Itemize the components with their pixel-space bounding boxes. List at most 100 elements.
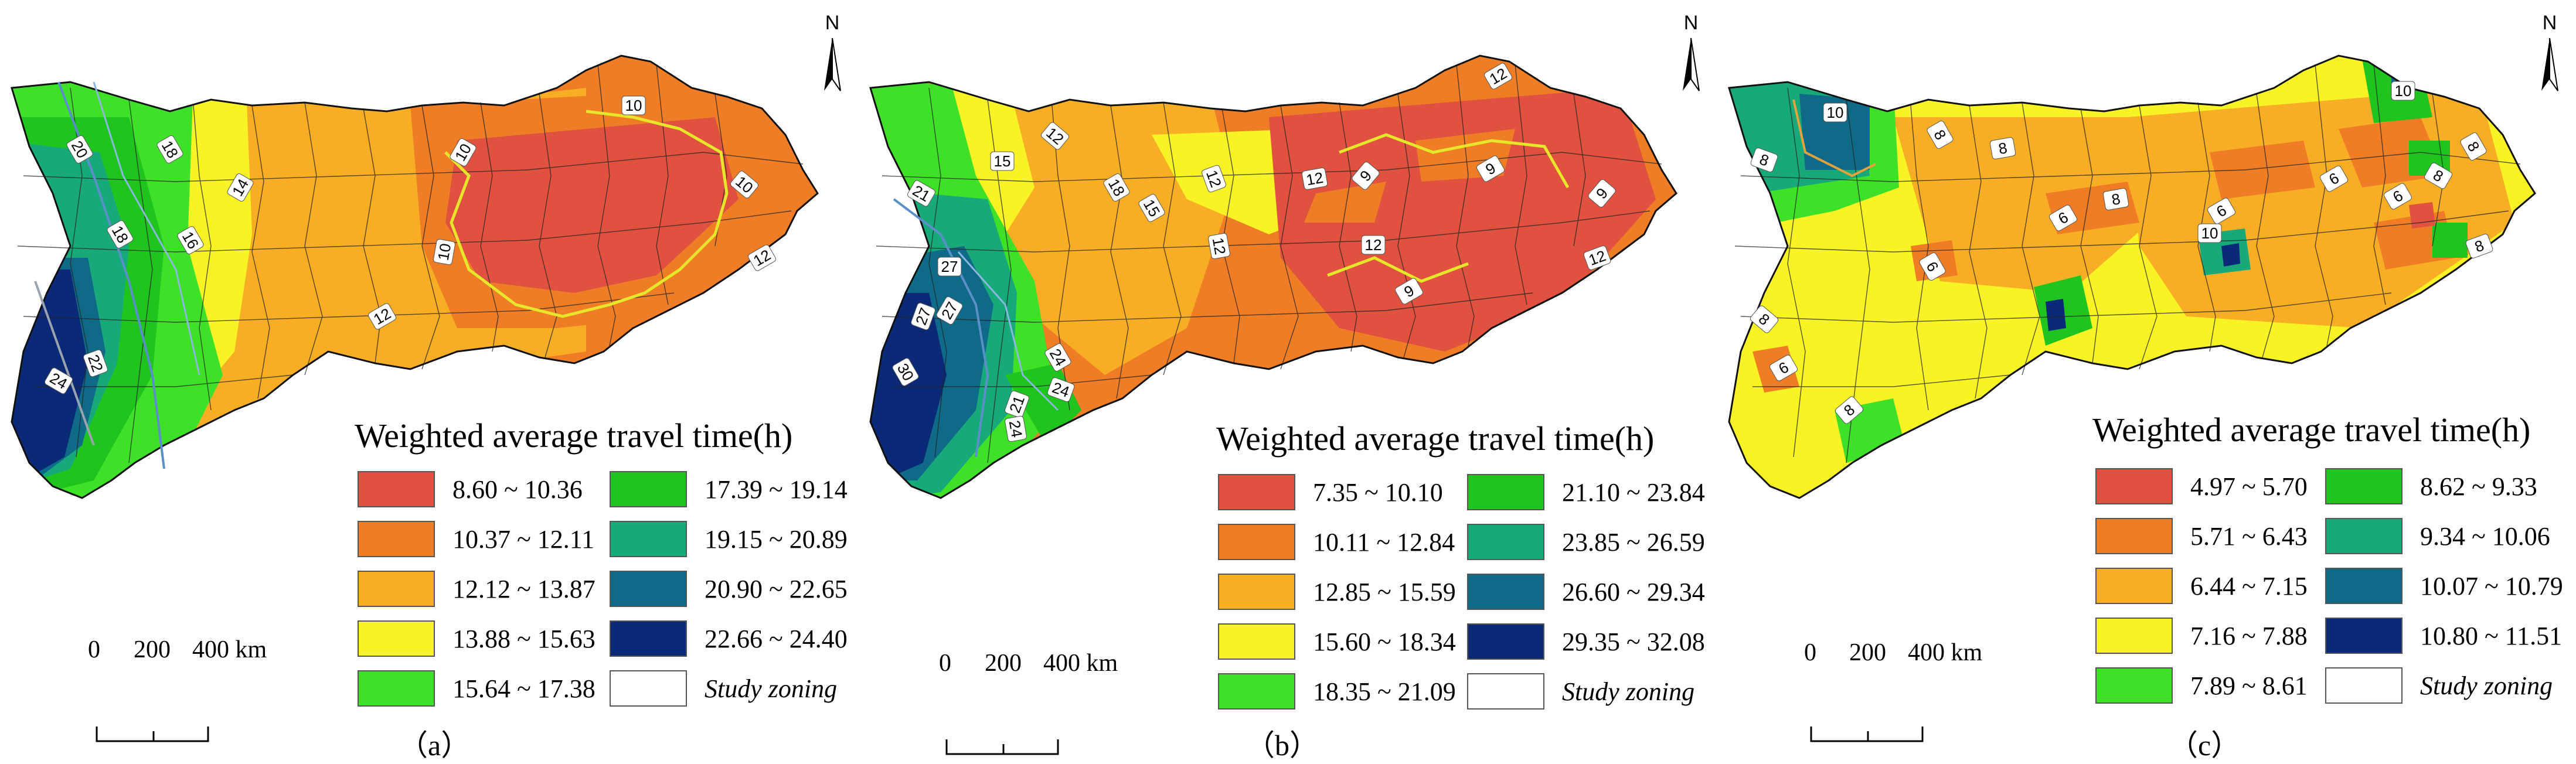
legend-swatch: [1467, 623, 1544, 660]
legend-item: 10.11 ~ 12.84: [1218, 521, 1455, 562]
contour-label: 15: [994, 152, 1011, 170]
legend-swatch: [358, 670, 435, 707]
legend-item: 9.34 ~ 10.06: [2325, 516, 2550, 557]
scale-label-mid: 200: [985, 650, 1022, 677]
contour-label: 8: [1997, 139, 2008, 158]
travel-time-map-a: 20 18 18 16 14 22 24 12 12 10 10 10 10 N: [11, 12, 841, 742]
legend-item: Study zoning: [2325, 665, 2553, 706]
legend-swatch: [610, 471, 687, 507]
legend-label: 19.15 ~ 20.89: [705, 524, 848, 554]
legend-swatch: [610, 571, 687, 607]
legend-label: 6.44 ~ 7.15: [2190, 571, 2308, 601]
legend-swatch: [2095, 468, 2173, 504]
scale-label-zero: 0: [88, 636, 100, 663]
legend-swatch: [2095, 568, 2173, 604]
contour-label: 24: [1006, 419, 1026, 439]
legend-item: 29.35 ~ 32.08: [1467, 621, 1705, 662]
contour-labels-c: 10 10 10 8 8 8 8 8 8 8 8 8 6 6 6 6 6 6: [1750, 81, 2493, 424]
legend-label: Study zoning: [1562, 677, 1695, 706]
legend-item: 6.44 ~ 7.15: [2095, 565, 2308, 606]
legend-swatch: [2095, 518, 2173, 554]
north-arrow-b: N: [1683, 12, 1700, 91]
legend-item: 7.35 ~ 10.10: [1218, 472, 1443, 513]
legend-swatch: [2325, 518, 2403, 554]
north-arrow-a: N: [824, 12, 841, 91]
legend-item: 10.80 ~ 11.51: [2325, 615, 2562, 656]
legend-item: 10.37 ~ 12.11: [358, 519, 594, 560]
legend-item: 23.85 ~ 26.59: [1467, 521, 1705, 562]
legend-item: 21.10 ~ 23.84: [1467, 472, 1705, 513]
legend-item: 22.66 ~ 24.40: [610, 618, 848, 659]
legend-swatch: [1467, 524, 1544, 560]
legend-label: Study zoning: [705, 674, 838, 703]
legend-swatch: [1467, 673, 1544, 710]
legend-item: 12.12 ~ 13.87: [358, 568, 595, 609]
legend-label: 4.97 ~ 5.70: [2190, 472, 2308, 501]
legend-swatch: [610, 620, 687, 657]
legend-item: 7.89 ~ 8.61: [2095, 665, 2308, 706]
scale-label-end: 400 km: [1043, 650, 1118, 677]
legend-label: 29.35 ~ 32.08: [1562, 627, 1705, 656]
legend-label: 12.12 ~ 13.87: [452, 574, 595, 603]
legend-item: 17.39 ~ 19.14: [610, 469, 848, 510]
contour-line-27-b: [893, 198, 989, 458]
legend-title: Weighted average travel time(h): [2092, 411, 2531, 449]
legend-label: 9.34 ~ 10.06: [2420, 521, 2550, 551]
legend-label: 10.11 ~ 12.84: [1313, 527, 1455, 557]
scale-label-end: 400 km: [1908, 639, 1983, 666]
north-label: N: [2543, 12, 2557, 34]
study-area-outline-c: [1728, 54, 2536, 499]
contour-label: 27: [941, 258, 958, 275]
county-boundaries-c: [1734, 64, 2521, 463]
legend-label: 7.89 ~ 8.61: [2190, 671, 2308, 700]
legend-title: Weighted average travel time(h): [1216, 419, 1655, 458]
legend-swatch: [358, 620, 435, 657]
legend-item: 4.97 ~ 5.70: [2095, 466, 2308, 507]
scale-label-zero: 0: [939, 650, 951, 677]
legend-label: 7.16 ~ 7.88: [2190, 621, 2308, 650]
legend-item: 10.07 ~ 10.79: [2325, 565, 2563, 606]
contour-line-18-a: [93, 81, 200, 376]
legend-swatch: [2325, 618, 2403, 654]
legend-item: 15.60 ~ 18.34: [1218, 621, 1456, 662]
scale-label-zero: 0: [1804, 639, 1816, 666]
contour-line-24-a: [34, 281, 95, 446]
contour-label: 10: [434, 242, 455, 262]
contour-line-10-a: [444, 110, 729, 318]
legend-item: 15.64 ~ 17.38: [358, 668, 595, 709]
legend-label: 10.80 ~ 11.51: [2420, 621, 2563, 650]
scale-bar-a: [96, 727, 209, 742]
legend-swatch: [610, 521, 687, 557]
contour-label: 12: [1365, 236, 1382, 254]
contour-label: 8: [2110, 190, 2121, 209]
contour-line-10-c: [1792, 99, 1876, 178]
legend-label: 10.07 ~ 10.79: [2420, 571, 2563, 601]
legend-item: 8.60 ~ 10.36: [358, 469, 583, 510]
legend-item: 18.35 ~ 21.09: [1218, 671, 1456, 712]
map-panel-c: 10 10 10 8 8 8 8 8 8 8 8 8 6 6 6 6 6 6 N: [1717, 0, 2576, 762]
travel-time-map-b: 12 12 12 12 12 12 12 9 9 9 9 15 15 18 21…: [869, 12, 1700, 755]
legend-label: 23.85 ~ 26.59: [1562, 527, 1705, 557]
scale-label-mid: 200: [1849, 639, 1886, 666]
legend-swatch: [610, 670, 687, 707]
legend-swatch: [2095, 618, 2173, 654]
contour-label: 10: [1827, 104, 1844, 121]
legend-swatch: [1218, 673, 1295, 710]
legend-swatch: [358, 521, 435, 557]
north-arrow-c: N: [2541, 12, 2558, 91]
legend-item: 20.90 ~ 22.65: [610, 568, 848, 609]
legend-item: 13.88 ~ 15.63: [358, 618, 595, 659]
legend-swatch: [358, 571, 435, 607]
legend-label: 8.60 ~ 10.36: [452, 475, 583, 504]
contour-label: 12: [1305, 169, 1325, 189]
legend-label: 12.85 ~ 15.59: [1313, 577, 1456, 606]
north-label: N: [1684, 12, 1699, 34]
legend-swatch: [1218, 623, 1295, 660]
legend-label: 5.71 ~ 6.43: [2190, 521, 2308, 551]
contour-line-9-b: [1339, 133, 1570, 189]
legend-item: 8.62 ~ 9.33: [2325, 466, 2537, 507]
legend-label: Study zoning: [2420, 671, 2553, 700]
legend-label: 22.66 ~ 24.40: [705, 624, 848, 653]
color-zones-b: [870, 56, 1676, 498]
legend-swatch: [2325, 568, 2403, 604]
